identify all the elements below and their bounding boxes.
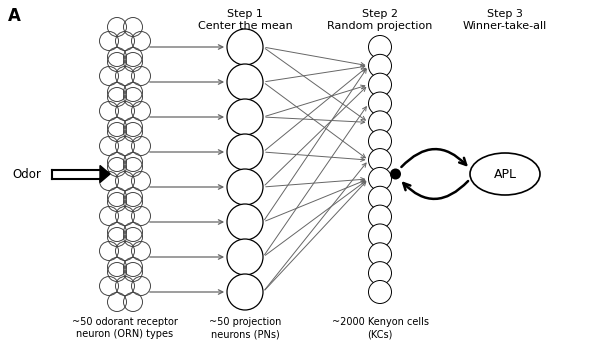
Circle shape bbox=[368, 262, 392, 285]
Circle shape bbox=[390, 169, 401, 179]
Circle shape bbox=[368, 224, 392, 247]
Circle shape bbox=[368, 111, 392, 134]
Circle shape bbox=[368, 280, 392, 304]
Text: Step 2
Random projection: Step 2 Random projection bbox=[328, 9, 433, 31]
Polygon shape bbox=[100, 166, 110, 183]
Text: Step 1
Center the mean: Step 1 Center the mean bbox=[197, 9, 292, 31]
Circle shape bbox=[227, 274, 263, 310]
Circle shape bbox=[368, 186, 392, 209]
Circle shape bbox=[368, 149, 392, 171]
Circle shape bbox=[227, 169, 263, 205]
Text: ~50 odorant receptor
neuron (ORN) types: ~50 odorant receptor neuron (ORN) types bbox=[72, 317, 178, 339]
Text: A: A bbox=[8, 7, 21, 25]
Circle shape bbox=[368, 92, 392, 115]
Circle shape bbox=[368, 205, 392, 228]
Circle shape bbox=[227, 29, 263, 65]
Circle shape bbox=[227, 134, 263, 170]
Ellipse shape bbox=[470, 153, 540, 195]
Circle shape bbox=[227, 64, 263, 100]
Text: Step 3
Winner-take-all: Step 3 Winner-take-all bbox=[463, 9, 547, 31]
Circle shape bbox=[368, 130, 392, 153]
Circle shape bbox=[368, 54, 392, 77]
Circle shape bbox=[227, 204, 263, 240]
Circle shape bbox=[368, 243, 392, 266]
Text: Odor: Odor bbox=[12, 168, 41, 180]
Text: ~2000 Kenyon cells
(KCs): ~2000 Kenyon cells (KCs) bbox=[331, 317, 428, 339]
Text: ~50 projection
neurons (PNs): ~50 projection neurons (PNs) bbox=[209, 317, 281, 339]
Circle shape bbox=[368, 73, 392, 96]
Circle shape bbox=[368, 35, 392, 59]
Circle shape bbox=[368, 167, 392, 191]
Text: APL: APL bbox=[493, 168, 517, 180]
Circle shape bbox=[227, 239, 263, 275]
Circle shape bbox=[227, 99, 263, 135]
